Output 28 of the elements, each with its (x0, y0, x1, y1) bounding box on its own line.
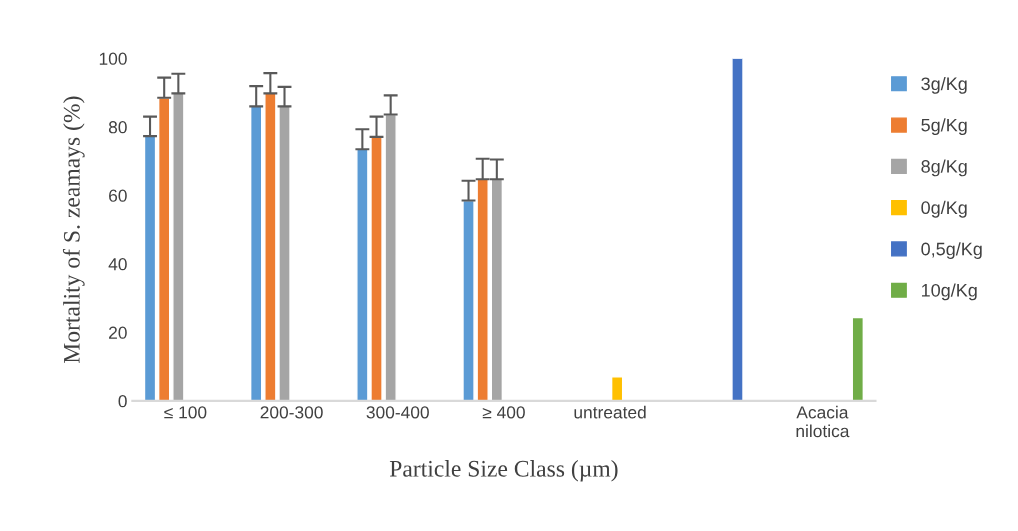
legend-label: 3g/Kg (921, 76, 967, 94)
bar (610, 376, 624, 401)
y-tick-label: 40 (108, 258, 127, 271)
x-tick-label: 200-300 (260, 406, 323, 419)
y-tick-label: 0 (118, 395, 127, 408)
bar (490, 178, 504, 401)
bar (143, 135, 157, 401)
bar (157, 97, 171, 401)
x-tick-label: 300-400 (366, 406, 429, 419)
x-tick-label: ≥ 400 (482, 406, 525, 419)
x-tick-label: Acacia nilotica (796, 405, 850, 438)
legend-label: 0g/Kg (921, 200, 967, 218)
y-axis-title: Mortality of S. zeamays (%) (62, 96, 85, 364)
x-tick-label: untreated (574, 405, 646, 419)
y-tick-label: 20 (109, 326, 127, 339)
legend-label: 5g/Kg (921, 118, 967, 136)
y-tick-label: 80 (108, 121, 127, 134)
bar (249, 105, 263, 401)
y-tick-label: 100 (99, 52, 127, 65)
legend-label: 10g/Kg (922, 283, 977, 301)
bar (851, 316, 865, 401)
y-tick-label: 60 (109, 189, 127, 202)
legend-label: 0,5g/Kg (921, 242, 982, 259)
x-axis-title: Particle Size Class (µm) (389, 460, 618, 482)
bar (172, 92, 185, 401)
bar (731, 58, 744, 401)
x-tick-label: ≤ 100 (164, 406, 207, 419)
legend-label: 8g/Kg (921, 159, 967, 177)
